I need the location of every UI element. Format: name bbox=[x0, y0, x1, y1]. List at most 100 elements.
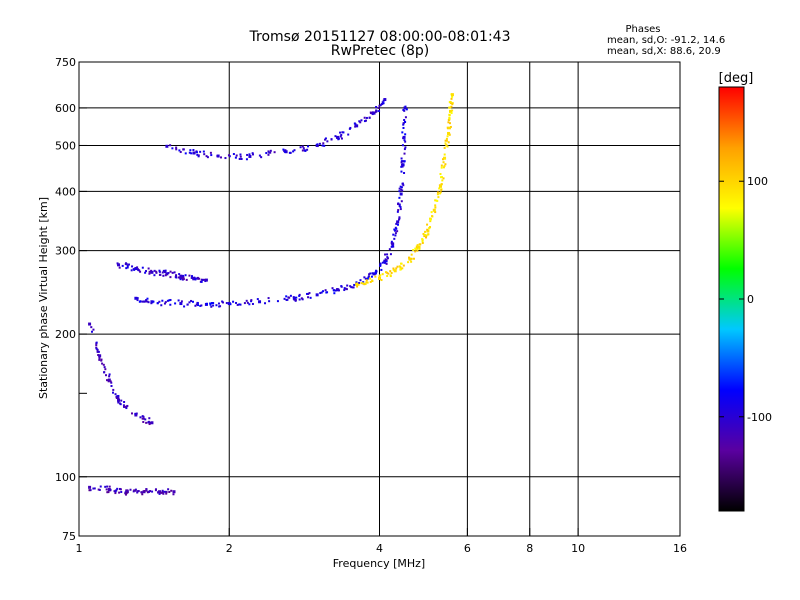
data-point bbox=[188, 274, 191, 277]
data-point bbox=[403, 120, 406, 123]
data-point bbox=[183, 305, 186, 308]
data-point bbox=[268, 300, 271, 303]
data-point bbox=[92, 328, 95, 331]
data-point bbox=[443, 146, 446, 149]
data-point bbox=[146, 297, 149, 300]
y-tick-label: 75 bbox=[62, 530, 76, 543]
data-point bbox=[439, 173, 442, 176]
data-point bbox=[401, 182, 404, 185]
data-point bbox=[386, 257, 389, 260]
data-point bbox=[196, 302, 199, 305]
data-point bbox=[415, 245, 418, 248]
data-point bbox=[125, 405, 128, 408]
data-point bbox=[124, 491, 127, 494]
data-point bbox=[161, 299, 164, 302]
data-point bbox=[444, 139, 447, 142]
data-point bbox=[138, 269, 141, 272]
data-point bbox=[387, 272, 390, 275]
series-second-hop-diffuse-trace bbox=[116, 262, 208, 283]
x-axis-label: Frequency [MHz] bbox=[333, 557, 425, 570]
data-point bbox=[322, 290, 325, 293]
data-point bbox=[165, 272, 169, 276]
data-point bbox=[210, 154, 213, 157]
data-point bbox=[336, 288, 339, 291]
data-point bbox=[147, 267, 150, 270]
data-point bbox=[440, 164, 443, 167]
data-point bbox=[159, 273, 162, 276]
data-point bbox=[401, 144, 404, 147]
data-point bbox=[125, 492, 128, 495]
data-point bbox=[425, 234, 428, 237]
data-point bbox=[379, 264, 382, 267]
data-point bbox=[409, 258, 412, 261]
data-point bbox=[106, 379, 109, 382]
data-point bbox=[152, 300, 155, 303]
data-point bbox=[178, 273, 181, 276]
data-point bbox=[142, 420, 145, 423]
data-point bbox=[180, 277, 183, 280]
data-point bbox=[343, 289, 346, 292]
data-point bbox=[402, 184, 405, 187]
data-point bbox=[393, 228, 396, 231]
data-point bbox=[129, 488, 132, 491]
data-point bbox=[90, 330, 93, 333]
data-point bbox=[125, 263, 128, 266]
data-point bbox=[169, 303, 172, 306]
data-point bbox=[193, 151, 196, 154]
data-point bbox=[174, 302, 177, 305]
data-point bbox=[401, 267, 404, 270]
data-point bbox=[401, 163, 405, 167]
data-point bbox=[98, 356, 101, 359]
data-points bbox=[88, 93, 454, 496]
data-point bbox=[451, 109, 454, 112]
data-point bbox=[403, 118, 406, 121]
data-point bbox=[378, 277, 381, 281]
data-point bbox=[340, 137, 343, 140]
y-tick-label: 500 bbox=[55, 139, 76, 152]
data-point bbox=[163, 271, 166, 274]
data-point bbox=[398, 190, 401, 193]
data-point bbox=[175, 276, 178, 279]
data-point bbox=[167, 272, 170, 275]
data-point bbox=[239, 155, 242, 158]
data-point bbox=[158, 492, 161, 495]
data-point bbox=[398, 265, 401, 268]
data-point bbox=[142, 417, 145, 420]
data-point bbox=[307, 292, 310, 295]
data-point bbox=[331, 287, 334, 290]
data-point bbox=[177, 299, 180, 302]
data-point bbox=[404, 116, 407, 119]
data-point bbox=[239, 153, 242, 156]
data-point bbox=[126, 266, 129, 269]
data-point bbox=[391, 245, 394, 248]
data-point bbox=[284, 150, 287, 153]
data-point bbox=[364, 277, 367, 280]
y-tick-label: 100 bbox=[55, 471, 76, 484]
data-point bbox=[292, 296, 295, 299]
data-point bbox=[447, 131, 451, 135]
data-point bbox=[251, 302, 254, 305]
data-point bbox=[364, 283, 367, 286]
data-point bbox=[400, 186, 403, 189]
data-point bbox=[366, 281, 369, 284]
data-point bbox=[175, 146, 178, 149]
data-point bbox=[206, 156, 209, 159]
data-point bbox=[429, 226, 432, 229]
data-point bbox=[134, 489, 137, 492]
data-point bbox=[182, 148, 185, 151]
data-point bbox=[172, 493, 175, 496]
data-point bbox=[434, 206, 437, 209]
data-point bbox=[219, 305, 222, 308]
data-point bbox=[337, 289, 340, 292]
data-point bbox=[298, 298, 301, 301]
data-point bbox=[398, 196, 401, 199]
data-point bbox=[440, 176, 443, 179]
data-point bbox=[360, 119, 363, 122]
data-point bbox=[389, 270, 392, 273]
data-point bbox=[248, 154, 252, 158]
data-point bbox=[401, 131, 404, 134]
data-point bbox=[126, 489, 129, 492]
x-tick-label: 2 bbox=[226, 542, 233, 555]
data-point bbox=[295, 296, 298, 299]
data-point bbox=[118, 487, 121, 490]
